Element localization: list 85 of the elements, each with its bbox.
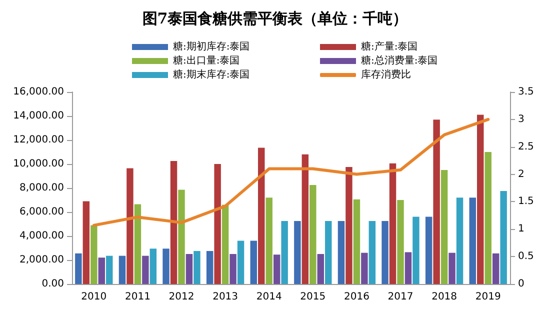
x-tick-label: 2016: [344, 292, 370, 302]
y2-tick-label: 1: [518, 224, 524, 235]
bar: [266, 198, 272, 284]
bar: [142, 256, 149, 284]
x-tick-label: 2011: [124, 292, 150, 302]
legend-label: 糖:期末库存:泰国: [173, 68, 250, 80]
bar: [258, 148, 265, 284]
y2-tick-label: 2.5: [518, 141, 534, 152]
bar: [186, 254, 193, 284]
bar: [75, 253, 82, 284]
bar: [440, 170, 448, 284]
bar: [477, 114, 484, 284]
bar: [500, 191, 507, 284]
x-tick-label: 2017: [388, 292, 414, 302]
bar: [404, 252, 412, 284]
bar: [382, 221, 388, 284]
bar: [310, 185, 316, 284]
bar: [492, 253, 500, 284]
legend-label: 库存消费比: [361, 68, 411, 80]
bar: [368, 221, 376, 284]
y2-tick-label: 3.5: [518, 86, 534, 98]
bar: [397, 200, 404, 284]
x-tick-label: 2012: [168, 292, 194, 302]
legend-label: 糖:出口量:泰国: [173, 54, 240, 66]
bar: [346, 167, 352, 284]
bar: [178, 190, 185, 284]
bar: [118, 256, 126, 284]
bar: [90, 225, 98, 284]
bar: [317, 254, 324, 284]
x-tick-label: 2019: [475, 292, 501, 302]
line-series: [92, 118, 490, 227]
x-tick-label: 2015: [300, 292, 326, 302]
y2-tick-label: 0: [518, 278, 524, 290]
y-tick-label: 6,000.00: [19, 206, 64, 218]
legend-label: 糖:总消费量:泰国: [361, 54, 438, 66]
y-tick-label: 12,000.00: [13, 134, 64, 146]
bar: [353, 199, 360, 284]
bar: [134, 204, 142, 284]
bar: [126, 168, 134, 284]
chart-title: 图7泰国食糖供需平衡表（单位：千吨）: [142, 10, 408, 28]
y-tick-label: 10,000.00: [13, 158, 64, 170]
bar: [484, 152, 492, 284]
y-tick-label: 16,000.00: [13, 86, 64, 98]
x-tick-label: 2010: [81, 292, 107, 302]
x-tick-label: 2018: [432, 292, 458, 302]
bar: [150, 248, 157, 284]
y-tick-label: 2,000.00: [19, 254, 64, 266]
bar: [361, 252, 368, 284]
bar: [230, 254, 236, 284]
bar: [456, 198, 464, 284]
bar: [82, 201, 90, 284]
bar: [194, 251, 200, 284]
bar: [237, 240, 244, 284]
bar: [250, 240, 257, 284]
y2-tick-label: 1.5: [518, 196, 534, 208]
bar: [425, 216, 432, 284]
bar: [338, 221, 345, 284]
y-tick-label: 8,000.00: [19, 182, 64, 194]
y2-tick-label: 2: [518, 168, 524, 180]
y-tick-label: 0.00: [42, 278, 64, 290]
y2-tick-label: 3: [518, 114, 524, 125]
bar: [281, 221, 288, 284]
bar: [214, 164, 221, 284]
y-tick-label: 4,000.00: [19, 230, 64, 242]
bar: [433, 120, 440, 284]
bar: [98, 258, 105, 284]
legend-label: 糖:产量:泰国: [361, 40, 418, 52]
bar: [206, 251, 214, 284]
bar: [469, 198, 476, 284]
bar: [294, 221, 301, 284]
x-tick-label: 2014: [256, 292, 282, 302]
bar: [448, 252, 456, 284]
bar: [389, 163, 396, 284]
y-tick-label: 14,000.00: [13, 110, 64, 122]
bar: [222, 204, 229, 284]
bar: [106, 256, 113, 284]
y2-tick-label: 0.5: [518, 251, 534, 262]
legend-label: 糖:期初库存:泰国: [173, 40, 250, 52]
bar: [162, 248, 170, 284]
bar: [412, 216, 420, 284]
bar: [170, 161, 178, 284]
bar: [273, 254, 280, 284]
bar: [302, 154, 309, 284]
x-tick-label: 2013: [212, 292, 238, 302]
bar: [325, 221, 332, 284]
